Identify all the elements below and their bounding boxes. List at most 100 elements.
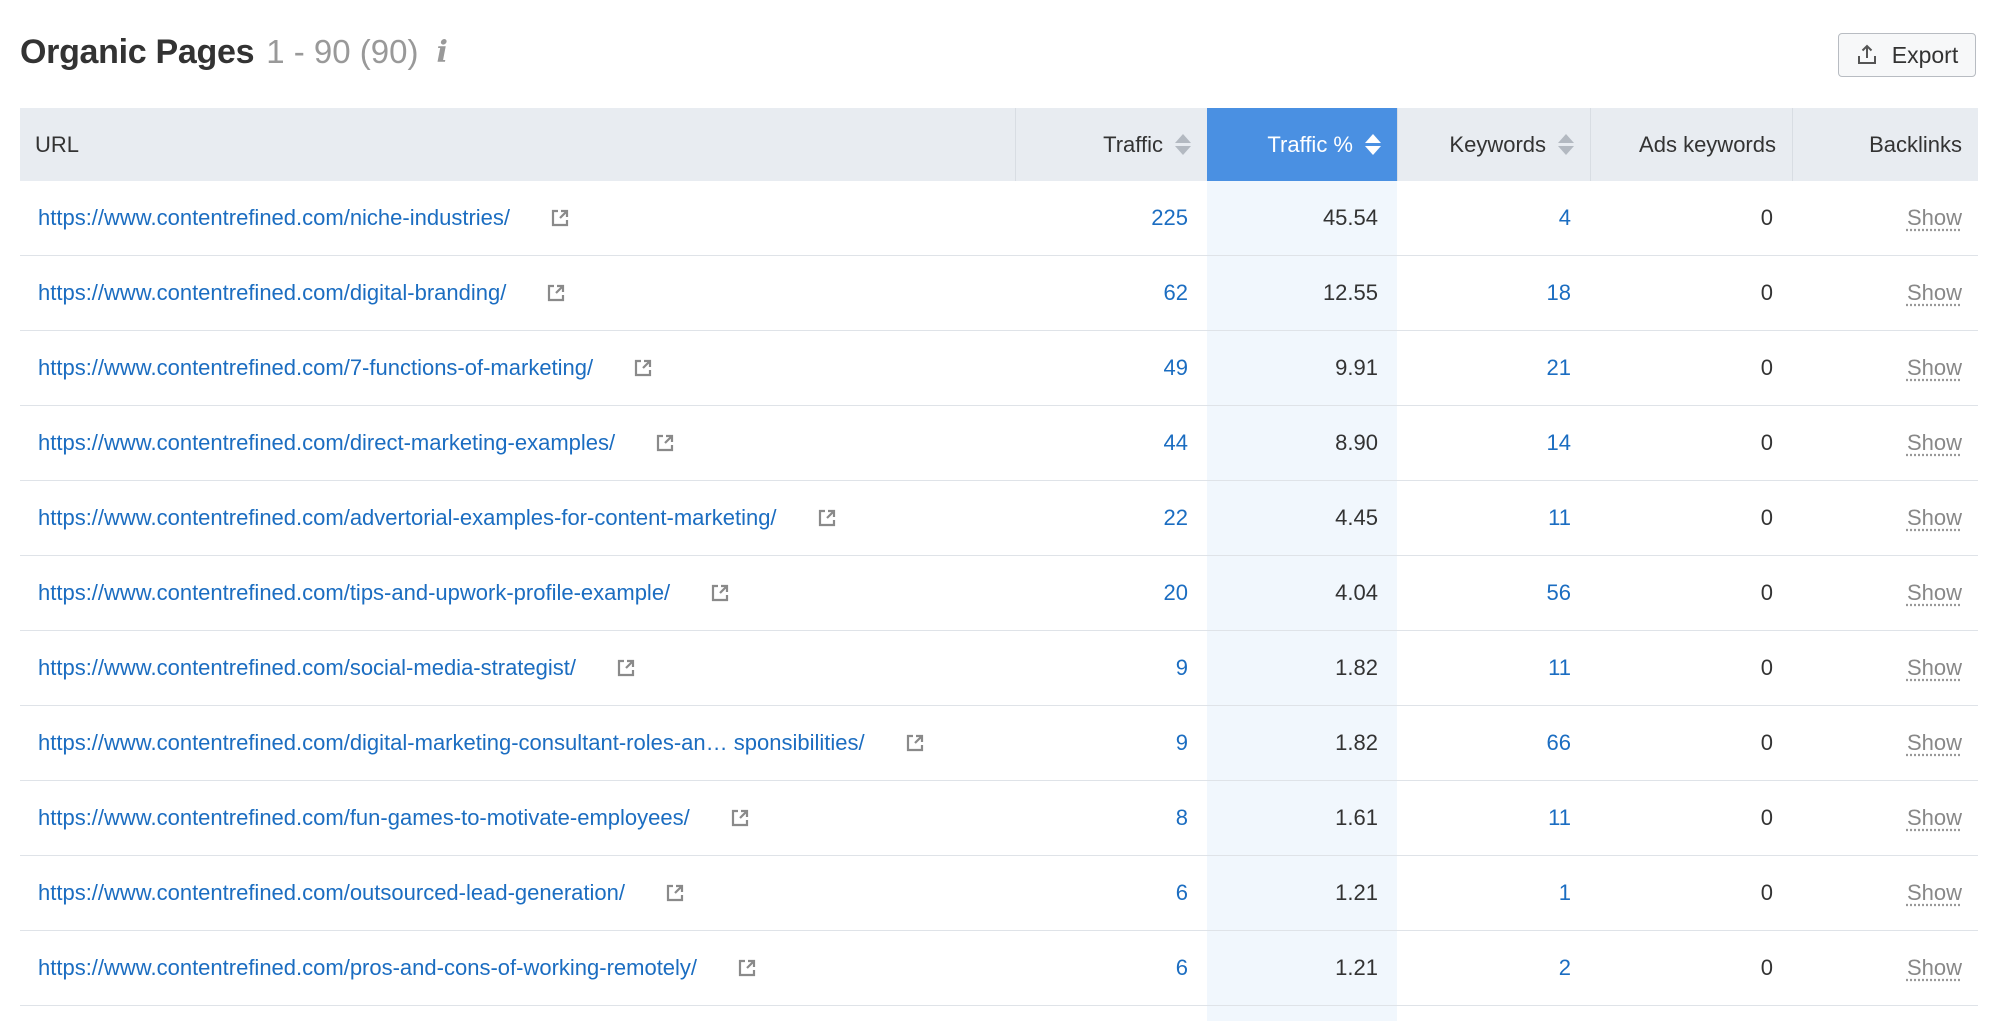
traffic-link[interactable]: 6 — [1175, 880, 1188, 905]
column-label-ads-keywords: Ads keywords — [1639, 131, 1776, 157]
column-header-keywords[interactable]: Keywords — [1397, 108, 1590, 181]
cell-traffic: 44 — [1015, 406, 1207, 480]
url-link[interactable]: https://www.contentrefined.com/tips-and-… — [38, 580, 671, 605]
page-header: Organic Pages 1 - 90 (90) i — [20, 28, 448, 76]
traffic-percent-value: 1.61 — [1335, 805, 1378, 830]
cell-keywords: 56 — [1397, 556, 1590, 630]
traffic-percent-value: 1.82 — [1335, 730, 1378, 755]
backlinks-show-link[interactable]: Show — [1906, 580, 1962, 605]
traffic-link[interactable]: 9 — [1175, 655, 1188, 680]
ads-keywords-value: 0 — [1760, 430, 1773, 455]
ads-keywords-value: 0 — [1760, 280, 1773, 305]
external-link-icon[interactable] — [655, 433, 675, 453]
traffic-link[interactable]: 9 — [1175, 730, 1188, 755]
traffic-link[interactable]: 22 — [1163, 505, 1188, 530]
ads-keywords-value: 0 — [1760, 205, 1773, 230]
external-link-icon[interactable] — [550, 208, 570, 228]
url-link[interactable]: https://www.contentrefined.com/7-functio… — [38, 355, 594, 380]
backlinks-show-link[interactable]: Show — [1906, 205, 1962, 230]
column-header-traffic-percent[interactable]: Traffic % — [1207, 108, 1397, 181]
keywords-link[interactable]: 56 — [1546, 580, 1571, 605]
external-link-icon[interactable] — [817, 508, 837, 528]
keywords-link[interactable]: 14 — [1546, 430, 1571, 455]
column-label-backlinks: Backlinks — [1869, 131, 1962, 157]
traffic-link[interactable]: 49 — [1163, 355, 1188, 380]
cell-keywords: 11 — [1397, 631, 1590, 705]
cell-backlinks: Show — [1792, 706, 1978, 780]
organic-pages-table: URL Traffic Traffic % Keywords Ads keywo… — [20, 108, 1978, 1021]
url-link[interactable]: https://www.contentrefined.com/digital-m… — [38, 730, 865, 755]
backlinks-show-link[interactable]: Show — [1906, 355, 1962, 380]
cell-keywords: 11 — [1397, 481, 1590, 555]
url-link[interactable]: https://www.contentrefined.com/direct-ma… — [38, 430, 616, 455]
table-row: https://www.contentrefined.com/niche-ind… — [20, 181, 1978, 256]
cell-traffic-percent: 4.04 — [1207, 556, 1397, 630]
ads-keywords-value: 0 — [1760, 955, 1773, 980]
backlinks-show-link[interactable]: Show — [1906, 505, 1962, 530]
traffic-link[interactable]: 62 — [1163, 280, 1188, 305]
external-link-icon[interactable] — [546, 283, 566, 303]
cell-url: https://www.contentrefined.com/direct-ma… — [20, 406, 1015, 480]
info-icon[interactable]: i — [436, 34, 448, 70]
cell-url: https://www.contentrefined.com/outsource… — [20, 856, 1015, 930]
backlinks-show-link[interactable]: Show — [1906, 730, 1962, 755]
keywords-link[interactable]: 66 — [1546, 730, 1571, 755]
cell-keywords: 11 — [1397, 781, 1590, 855]
url-link[interactable]: https://www.contentrefined.com/niche-ind… — [38, 205, 511, 230]
table-row: https://www.contentrefined.com/social-me… — [20, 631, 1978, 706]
keywords-link[interactable]: 21 — [1546, 355, 1571, 380]
traffic-link[interactable]: 20 — [1163, 580, 1188, 605]
cell-backlinks: Show — [1792, 856, 1978, 930]
keywords-link[interactable]: 11 — [1548, 505, 1571, 530]
result-range: 1 - 90 (90) — [266, 33, 419, 70]
table-row: https://www.contentrefined.com/outsource… — [20, 856, 1978, 931]
cell-backlinks: Show — [1792, 256, 1978, 330]
traffic-link[interactable]: 225 — [1151, 205, 1188, 230]
url-link[interactable]: https://www.contentrefined.com/social-me… — [38, 655, 577, 680]
keywords-link[interactable]: 11 — [1548, 805, 1571, 830]
keywords-link[interactable]: 18 — [1546, 280, 1571, 305]
keywords-link[interactable]: 2 — [1558, 955, 1571, 980]
external-link-icon[interactable] — [737, 958, 757, 978]
cell-ads-keywords: 0 — [1590, 406, 1792, 480]
upload-icon — [1857, 44, 1876, 64]
backlinks-show-link[interactable]: Show — [1906, 805, 1962, 830]
sort-icon — [1175, 134, 1191, 155]
external-link-icon[interactable] — [730, 808, 750, 828]
cell-backlinks: Show — [1792, 631, 1978, 705]
cell-backlinks: Show — [1792, 781, 1978, 855]
column-label-traffic-percent: Traffic % — [1267, 131, 1353, 157]
keywords-link[interactable]: 1 — [1558, 880, 1571, 905]
cell-backlinks: Show — [1792, 931, 1978, 1005]
table-header: URL Traffic Traffic % Keywords Ads keywo… — [20, 108, 1978, 181]
column-header-traffic[interactable]: Traffic — [1015, 108, 1207, 181]
url-link[interactable]: https://www.contentrefined.com/outsource… — [38, 880, 625, 905]
backlinks-show-link[interactable]: Show — [1906, 955, 1962, 980]
external-link-icon[interactable] — [633, 358, 653, 378]
external-link-icon[interactable] — [905, 733, 925, 753]
export-label: Export — [1891, 41, 1959, 68]
external-link-icon[interactable] — [710, 583, 730, 603]
backlinks-show-link[interactable]: Show — [1906, 430, 1962, 455]
keywords-link[interactable]: 4 — [1558, 205, 1571, 230]
traffic-link[interactable]: 6 — [1175, 955, 1188, 980]
traffic-link[interactable]: 44 — [1163, 430, 1188, 455]
url-link[interactable]: https://www.contentrefined.com/digital-b… — [38, 280, 507, 305]
cell-traffic-percent: 12.55 — [1207, 256, 1397, 330]
url-link[interactable]: https://www.contentrefined.com/advertori… — [38, 505, 777, 530]
external-link-icon[interactable] — [665, 883, 685, 903]
traffic-link[interactable]: 8 — [1175, 805, 1188, 830]
url-link[interactable]: https://www.contentrefined.com/pros-and-… — [38, 955, 698, 980]
backlinks-show-link[interactable]: Show — [1906, 655, 1962, 680]
cell-ads-keywords: 0 — [1590, 481, 1792, 555]
url-link[interactable]: https://www.contentrefined.com/fun-games… — [38, 805, 690, 830]
active-column-highlight — [1207, 181, 1397, 1021]
cell-keywords: 18 — [1397, 256, 1590, 330]
external-link-icon[interactable] — [616, 658, 636, 678]
backlinks-show-link[interactable]: Show — [1906, 880, 1962, 905]
backlinks-show-link[interactable]: Show — [1906, 280, 1962, 305]
cell-url: https://www.contentrefined.com/digital-b… — [20, 256, 1015, 330]
export-button[interactable]: Export — [1838, 33, 1976, 77]
cell-keywords: 2 — [1397, 931, 1590, 1005]
keywords-link[interactable]: 11 — [1548, 655, 1571, 680]
